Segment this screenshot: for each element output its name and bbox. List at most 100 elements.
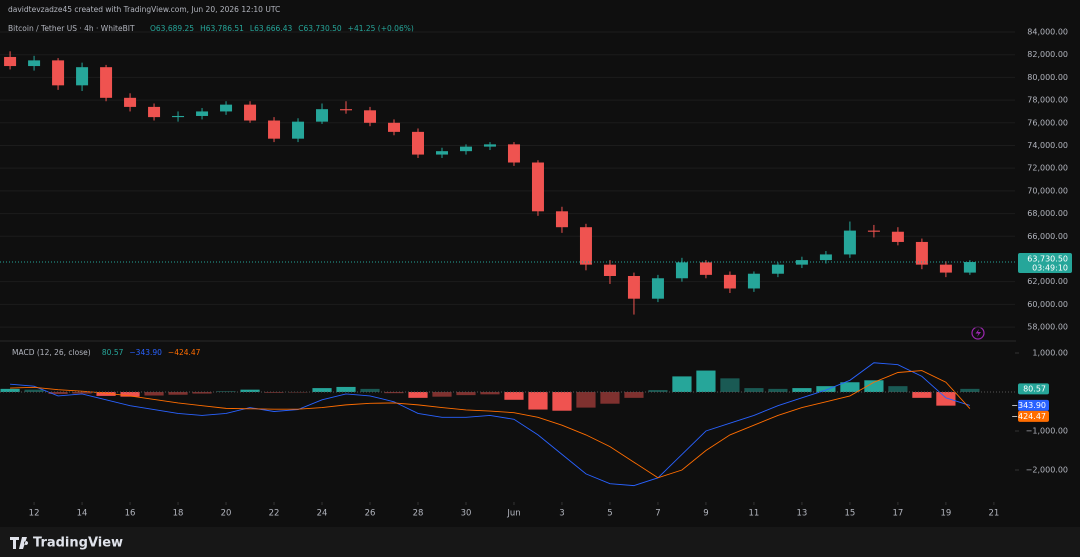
candle-body — [340, 109, 353, 111]
macd-histogram-bar — [408, 392, 428, 398]
y-tick-label: 72,000.00 — [1027, 164, 1068, 173]
macd-histogram-bar — [264, 392, 284, 393]
macd-histogram-bar — [864, 380, 884, 393]
candle-body — [220, 104, 233, 112]
macd-histogram-bar — [312, 388, 332, 393]
countdown: 03:49:10 — [1032, 264, 1068, 273]
candle-body — [603, 264, 616, 276]
macd-histogram-bar — [744, 388, 764, 393]
macd-histogram-bar — [504, 392, 524, 400]
x-tick-label: 30 — [461, 509, 472, 519]
x-tick-label: 16 — [125, 509, 136, 519]
candle-body — [819, 254, 832, 261]
candle-body — [651, 278, 664, 299]
macd-line — [10, 370, 971, 479]
last-price-label: 63,730.50 — [1027, 255, 1068, 264]
ohlc-value: O63,689.25 — [150, 24, 194, 33]
macd-histogram-bar — [120, 392, 140, 397]
macd-histogram-bar — [48, 392, 68, 394]
y-tick-label: 84,000.00 — [1027, 28, 1068, 37]
macd-histogram-bar — [672, 376, 692, 393]
y-tick-label: 62,000.00 — [1027, 277, 1068, 286]
macd-histogram-bar — [768, 388, 788, 393]
macd-value-tag — [1018, 383, 1049, 395]
macd-histogram-bar — [792, 388, 812, 393]
brand-logo — [10, 537, 29, 549]
candle-body — [388, 122, 401, 132]
candle-body — [172, 115, 185, 118]
y-tick-label: −1,000.00 — [1026, 427, 1068, 436]
x-tick-label: 22 — [269, 509, 280, 519]
macd-histogram-bar — [960, 388, 980, 393]
candle-body — [723, 274, 736, 289]
macd-value-tag-label: −424.47 — [1011, 412, 1046, 421]
candle-body — [483, 144, 496, 147]
candle-body — [244, 104, 257, 121]
candle-body — [100, 67, 113, 98]
macd-histogram-bar — [96, 392, 116, 396]
macd-histogram-bar — [600, 392, 620, 404]
x-tick-label: 15 — [844, 509, 855, 519]
candle-body — [76, 67, 89, 86]
x-tick-label: 3 — [559, 509, 564, 519]
x-tick-label: 28 — [413, 509, 424, 519]
footer-bar — [0, 527, 1080, 557]
macd-value-tag — [1018, 399, 1049, 411]
candle-body — [555, 211, 568, 228]
candle-body — [843, 230, 856, 255]
x-tick-label: 19 — [940, 509, 951, 519]
y-tick-label: −2,000.00 — [1026, 466, 1068, 475]
macd-histogram-bar — [624, 392, 644, 398]
candle-body — [124, 97, 137, 107]
candle-body — [579, 227, 592, 265]
macd-histogram-bar — [696, 370, 716, 393]
candle-body — [531, 162, 544, 212]
macd-value-tag — [1018, 410, 1049, 422]
x-tick-label: 5 — [607, 509, 612, 519]
macd-histogram-bar — [288, 392, 308, 393]
candle-body — [4, 56, 17, 67]
x-tick-label: 20 — [221, 509, 232, 519]
macd-histogram-bar — [576, 392, 596, 408]
macd-histogram-bar — [24, 389, 44, 393]
x-tick-label: 24 — [317, 509, 328, 519]
macd-value-tag-label: −343.90 — [1011, 401, 1046, 410]
y-tick-label: 66,000.00 — [1027, 232, 1068, 241]
x-tick-label: 21 — [988, 509, 999, 519]
candle-body — [148, 106, 161, 118]
candle-body — [364, 110, 377, 123]
y-tick-label: 60,000.00 — [1027, 300, 1068, 309]
macd-histogram-bar — [552, 392, 572, 411]
last-price-tag — [1018, 253, 1072, 274]
x-tick-label: 13 — [797, 509, 808, 519]
macd-legend-value: −424.47 — [168, 348, 201, 357]
alert-bolt — [975, 329, 981, 337]
candle-body — [771, 264, 784, 274]
candle-body — [939, 264, 952, 273]
macd-line — [10, 362, 971, 487]
macd-histogram-bar — [360, 388, 380, 393]
candle-body — [627, 275, 640, 299]
candle-body — [699, 262, 712, 275]
candle-body — [292, 121, 305, 139]
y-tick-label: 1,000.00 — [1032, 348, 1068, 357]
macd-histogram-bar — [432, 392, 452, 397]
macd-histogram-bar — [648, 390, 668, 393]
y-tick-label: 80,000.00 — [1027, 73, 1068, 82]
macd-histogram-bar — [720, 378, 740, 393]
y-tick-label: 74,000.00 — [1027, 141, 1068, 150]
macd-histogram-bar — [816, 386, 836, 393]
candle-body — [459, 146, 472, 152]
macd-histogram-bar — [240, 389, 260, 393]
x-tick-label: 18 — [173, 509, 184, 519]
macd-legend-value: 80.57 — [102, 348, 124, 357]
symbol: Bitcoin / Tether US · 4h · WhiteBIT — [8, 24, 135, 33]
candle-body — [411, 131, 424, 155]
y-tick-label: 70,000.00 — [1027, 186, 1068, 195]
macd-histogram-bar — [336, 386, 356, 393]
candle-body — [963, 262, 976, 273]
x-tick-label: 26 — [365, 509, 376, 519]
macd-histogram-bar — [0, 388, 20, 393]
